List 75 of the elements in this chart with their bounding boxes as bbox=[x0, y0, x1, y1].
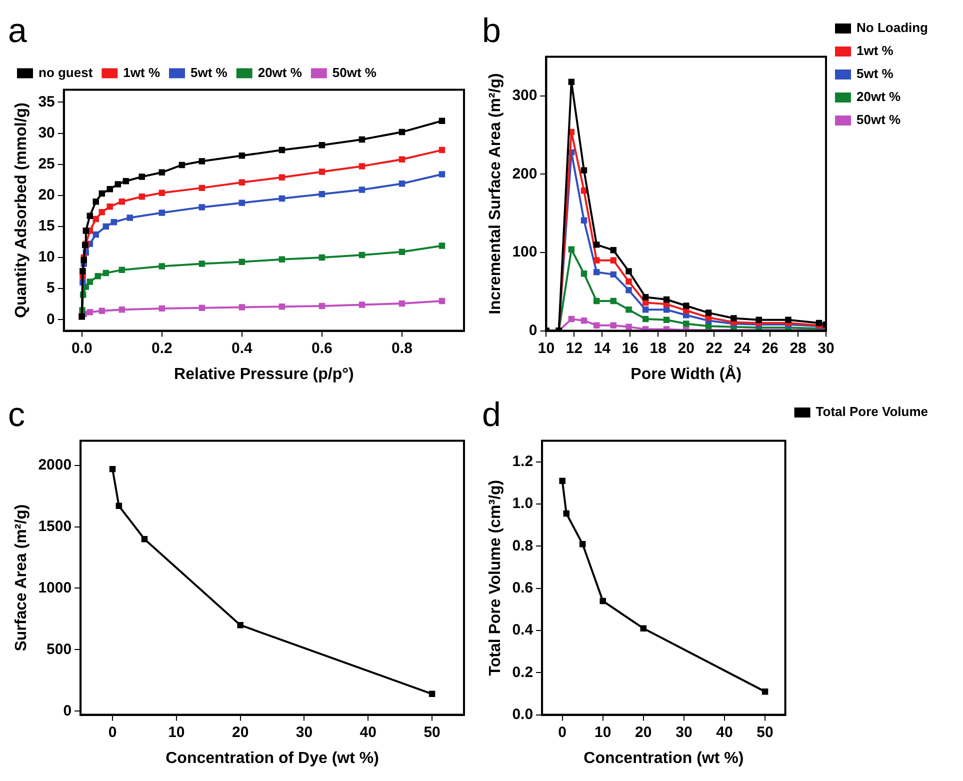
y-tick-label: 15 bbox=[38, 218, 55, 235]
legend-label: 50wt % bbox=[856, 112, 902, 128]
y-tick-label: 0.8 bbox=[512, 537, 534, 554]
x-tick-label: 16 bbox=[622, 340, 639, 357]
y-axis-title: Surface Area (m²/g) bbox=[13, 504, 30, 652]
y-tick-label: 200 bbox=[512, 165, 538, 182]
legend-label: no guest bbox=[38, 64, 94, 80]
x-tick-label: 10 bbox=[594, 724, 612, 741]
x-tick-label: 14 bbox=[594, 340, 612, 357]
legend-label: 5wt % bbox=[856, 66, 894, 82]
y-tick-label: 0.2 bbox=[512, 664, 534, 681]
y-tick-label: 2000 bbox=[38, 456, 72, 474]
y-tick-label: 300 bbox=[512, 87, 538, 104]
y-tick-label: 10 bbox=[38, 248, 55, 266]
legend-label: 5wt % bbox=[190, 64, 228, 80]
y-axis-title: Quantity Adsorbed (mmol/g) bbox=[13, 102, 30, 318]
y-tick-label: 0 bbox=[63, 702, 72, 720]
y-tick-label: 0 bbox=[528, 322, 538, 339]
x-tick-label: 0.4 bbox=[232, 340, 254, 357]
x-tick-label: 40 bbox=[360, 724, 376, 741]
x-tick-label: 28 bbox=[790, 340, 806, 357]
y-tick-label: 0.6 bbox=[512, 579, 534, 596]
y-tick-label: 1.0 bbox=[512, 495, 534, 512]
x-axis-title: Relative Pressure (p/p°) bbox=[174, 366, 354, 383]
y-tick-label: 0.4 bbox=[512, 622, 534, 639]
legend-label: Total Pore Volume bbox=[816, 404, 928, 420]
x-tick-label: 0.8 bbox=[392, 340, 412, 357]
x-tick-label: 0.2 bbox=[151, 340, 172, 357]
y-tick-label: 0 bbox=[46, 310, 55, 328]
x-tick-label: 20 bbox=[635, 724, 652, 741]
y-tick-label: 0.0 bbox=[512, 706, 534, 723]
y-tick-label: 1500 bbox=[38, 518, 72, 535]
x-tick-label: 12 bbox=[566, 340, 583, 357]
y-axis-title: Incremental Surface Area (m²/g) bbox=[487, 73, 504, 314]
x-tick-label: 0.0 bbox=[71, 340, 92, 357]
x-axis-title: Concentration of Dye (wt %) bbox=[166, 750, 379, 767]
chart-title: a bbox=[8, 12, 27, 50]
y-tick-label: 35 bbox=[38, 93, 55, 110]
x-tick-label: 18 bbox=[650, 340, 666, 357]
chart-title: d bbox=[482, 396, 501, 434]
legend-label: No Loading bbox=[856, 20, 928, 36]
y-tick-label: 1.2 bbox=[512, 453, 534, 470]
y-tick-label: 25 bbox=[38, 155, 55, 172]
legend-label: 20wt % bbox=[258, 64, 302, 80]
x-tick-label: 0 bbox=[108, 724, 117, 741]
chart-title: c bbox=[8, 396, 25, 434]
x-tick-label: 10 bbox=[538, 340, 555, 357]
x-tick-label: 20 bbox=[678, 340, 694, 357]
x-axis-title: Pore Width (Å) bbox=[630, 364, 742, 383]
y-tick-label: 20 bbox=[38, 186, 55, 204]
x-tick-label: 50 bbox=[424, 724, 440, 741]
legend-label: 50wt % bbox=[332, 64, 377, 80]
x-tick-label: 30 bbox=[818, 340, 834, 357]
legend-label: 1wt % bbox=[856, 43, 894, 58]
x-axis-title: Concentration (wt %) bbox=[584, 750, 744, 767]
y-axis-title: Total Pore Volume (cm³/g) bbox=[487, 480, 504, 676]
x-tick-label: 20 bbox=[232, 724, 249, 741]
x-tick-label: 22 bbox=[706, 340, 722, 357]
chart-title: b bbox=[482, 12, 501, 50]
legend-label: 20wt % bbox=[856, 89, 902, 104]
y-tick-label: 100 bbox=[512, 244, 538, 261]
x-tick-label: 30 bbox=[296, 724, 313, 741]
x-tick-label: 10 bbox=[168, 724, 185, 741]
legend-label: 1wt % bbox=[123, 64, 160, 80]
y-tick-label: 30 bbox=[38, 124, 55, 142]
y-tick-label: 5 bbox=[46, 280, 55, 297]
x-tick-label: 24 bbox=[734, 340, 752, 357]
x-tick-label: 0.6 bbox=[312, 340, 332, 357]
x-tick-label: 26 bbox=[762, 340, 778, 357]
x-tick-label: 0 bbox=[558, 724, 566, 741]
y-tick-label: 1000 bbox=[38, 579, 72, 596]
x-tick-label: 40 bbox=[716, 724, 733, 741]
x-tick-label: 50 bbox=[756, 724, 774, 741]
y-tick-label: 500 bbox=[46, 640, 72, 658]
x-tick-label: 30 bbox=[676, 724, 692, 741]
